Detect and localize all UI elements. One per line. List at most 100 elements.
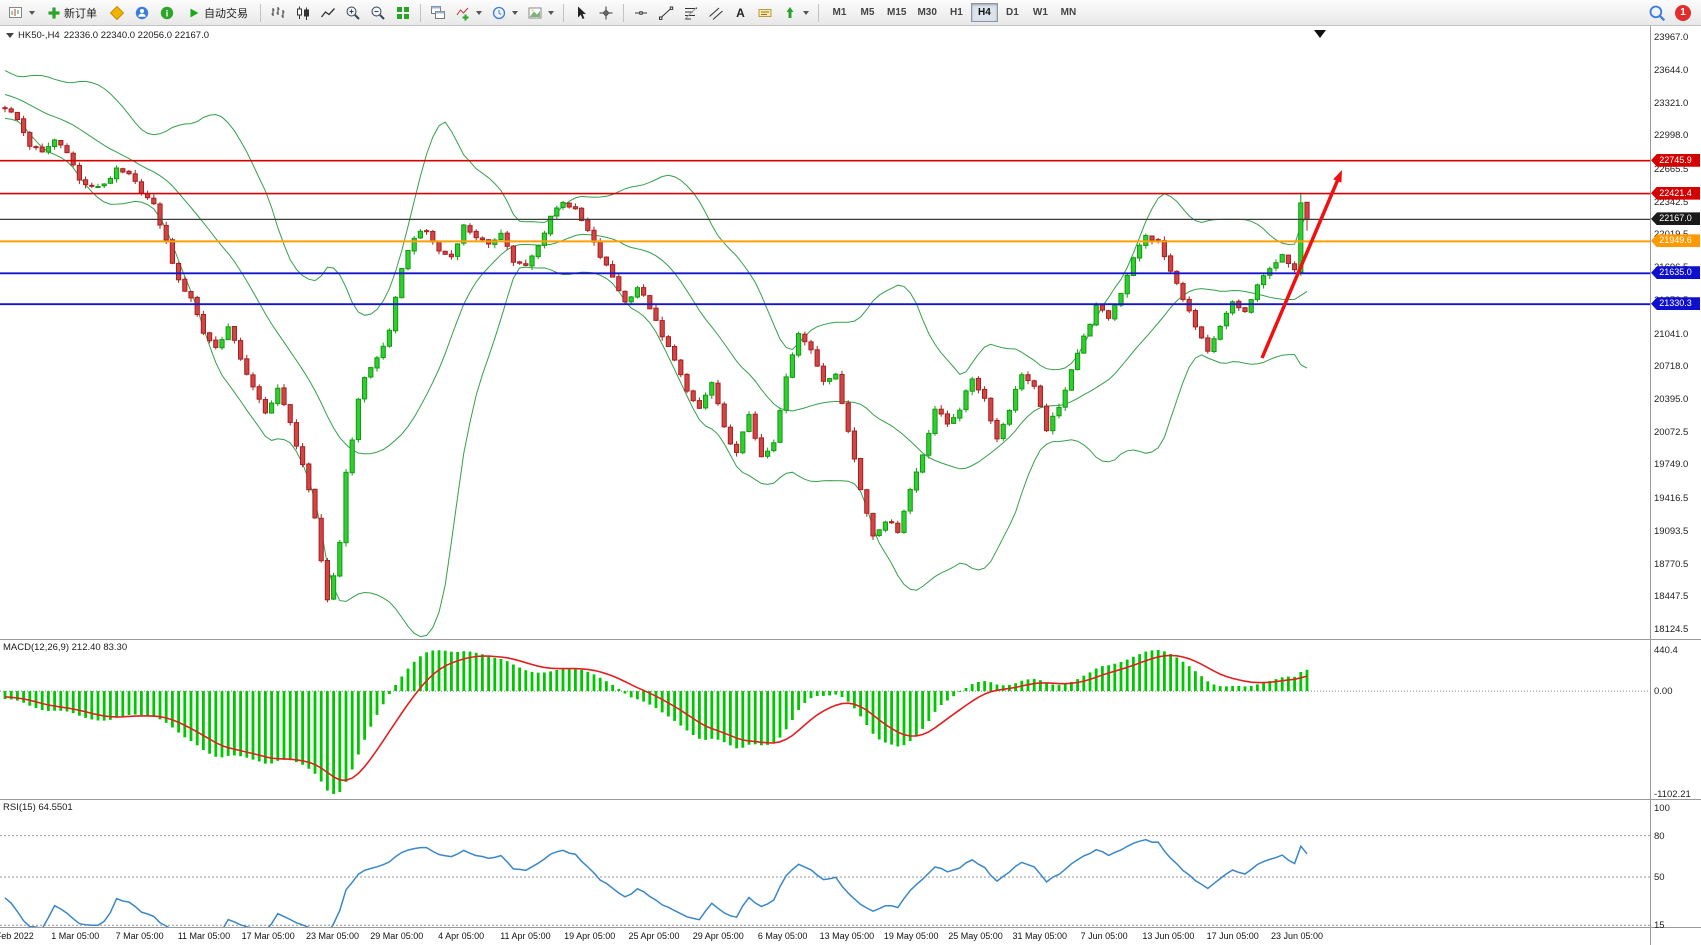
autotrading-label: 自动交易 — [204, 7, 248, 20]
new-order-button[interactable]: 新订单 — [40, 2, 104, 23]
label-icon — [758, 8, 772, 17]
text-tool-button[interactable]: A — [729, 2, 752, 23]
templates-button[interactable] — [523, 2, 558, 23]
price-tick: 22342.5 — [1654, 196, 1689, 208]
timeframe-m15-button[interactable]: M15 — [882, 3, 911, 22]
mql-wizard-button[interactable] — [105, 2, 129, 23]
price-tag: 21949.6 — [1651, 234, 1700, 248]
rsi-value: 64.5501 — [38, 802, 73, 813]
trend-arrow[interactable] — [1260, 170, 1342, 359]
chart-ohlc-label: HK50-,H4 22336.0 22340.0 22056.0 22167.0 — [6, 30, 209, 41]
time-label: 17 Jun 05:00 — [1206, 931, 1259, 941]
symbol-dropdown-icon[interactable] — [6, 33, 14, 38]
toolbar-separator — [420, 3, 421, 22]
time-label: 23 Jun 05:00 — [1270, 931, 1324, 941]
channel-tool-button[interactable] — [704, 2, 728, 23]
label-tool-button[interactable] — [753, 2, 777, 23]
price-tick: 23644.0 — [1654, 64, 1689, 76]
rsi-axis-label: 80 — [1654, 830, 1665, 842]
macd-title: MACD(12,26,9) — [3, 642, 69, 653]
horizontal-line-icon — [635, 10, 647, 15]
crosshair-icon — [599, 6, 613, 19]
time-label: 29 Mar 05:00 — [370, 931, 424, 941]
price-axis[interactable]: 23967.0 23644.0 23321.0 22998.0 22665.5 22342… — [1651, 0, 1701, 945]
hline-tool-button[interactable] — [629, 2, 653, 23]
arrows-tool-button[interactable] — [778, 2, 813, 23]
price-tag: 22421.4 — [1651, 186, 1700, 200]
time-label: 11 Apr 05:00 — [500, 931, 551, 941]
zoom-out-button[interactable] — [366, 2, 390, 23]
macd-values: 212.40 83.30 — [71, 642, 128, 653]
macd-signal-line — [4, 654, 1308, 782]
price-tick: 19749.0 — [1654, 459, 1689, 471]
candlestick-mode-button[interactable] — [291, 2, 315, 23]
chart-shift-marker[interactable] — [1314, 30, 1326, 38]
search-button[interactable] — [1644, 2, 1670, 23]
zoom-in-button[interactable] — [341, 2, 365, 23]
line-chart-mode-button[interactable] — [316, 2, 340, 23]
arrow-up-icon — [786, 6, 794, 18]
price-tick: 22665.5 — [1654, 163, 1689, 175]
timeframe-h4-button[interactable]: H4 — [970, 3, 998, 22]
rsi-panel[interactable] — [0, 800, 1650, 927]
periods-button[interactable] — [487, 2, 522, 23]
axis-divider — [1650, 26, 1651, 945]
time-label: 6 May 05:00 — [757, 931, 808, 941]
price-tick: 20072.5 — [1654, 426, 1689, 438]
toolbar-separator — [623, 3, 624, 22]
panel-divider[interactable] — [0, 799, 1701, 800]
indicators-icon — [456, 7, 469, 20]
trendline-icon — [659, 6, 674, 20]
bollinger-bands — [4, 70, 1308, 638]
horizontal-lines[interactable] — [0, 159, 1650, 306]
help-button[interactable]: i — [155, 2, 179, 23]
timeframe-mn-button[interactable]: MN — [1055, 3, 1082, 22]
community-button[interactable] — [130, 2, 154, 23]
timeframe-w1-button[interactable]: W1 — [1027, 3, 1054, 22]
diamond-icon — [109, 5, 125, 20]
notification-badge[interactable]: 1 — [1675, 4, 1691, 21]
toolbar-separator — [260, 3, 261, 22]
crosshair-tool-button[interactable] — [594, 2, 618, 23]
macd-panel[interactable] — [0, 640, 1650, 799]
time-label: 17 Mar 05:00 — [241, 931, 295, 941]
main-chart[interactable] — [0, 26, 1650, 639]
timeframe-d1-button[interactable]: D1 — [999, 3, 1026, 22]
toolbar-separator — [818, 3, 819, 22]
time-label: 13 Jun 05:00 — [1142, 931, 1195, 941]
time-axis[interactable]: 3 Feb 2022 1 Mar 05:00 7 Mar 05:00 11 Mar 0… — [0, 928, 1650, 945]
indicators-list-button[interactable] — [451, 2, 486, 23]
cursor-icon — [578, 6, 586, 19]
chevron-down-icon — [548, 10, 554, 15]
price-tick: 21041.0 — [1654, 328, 1689, 340]
panel-divider[interactable] — [0, 639, 1701, 640]
trendline-tool-button[interactable] — [654, 2, 678, 23]
line-chart-icon — [320, 7, 335, 17]
price-tick: 20395.0 — [1654, 393, 1689, 405]
time-label: 11 Mar 05:00 — [177, 931, 231, 941]
timeframe-m1-button[interactable]: M1 — [826, 3, 853, 22]
timeframe-h1-button[interactable]: H1 — [943, 3, 970, 22]
timeframe-m5-button[interactable]: M5 — [854, 3, 881, 22]
fibonacci-tool-button[interactable] — [679, 2, 703, 23]
autotrading-button[interactable]: 自动交易 — [180, 2, 255, 23]
zoom-out-icon — [371, 6, 385, 20]
price-tick: 22998.0 — [1654, 130, 1689, 142]
arrange-windows-button[interactable] — [426, 2, 450, 23]
tile-grid-icon — [397, 6, 409, 19]
price-tick: 23321.0 — [1654, 97, 1689, 109]
new-chart-icon — [9, 6, 22, 18]
bar-chart-mode-button[interactable] — [266, 2, 290, 23]
new-chart-button[interactable] — [4, 2, 39, 23]
macd-axis-label: 440.4 — [1654, 645, 1678, 656]
panel-divider[interactable] — [0, 927, 1701, 928]
timeframe-m30-button[interactable]: M30 — [912, 3, 941, 22]
price-tag: 21635.0 — [1651, 266, 1700, 280]
channel-icon — [709, 7, 723, 20]
svg-text:i: i — [166, 8, 169, 18]
time-label: 31 May 05:00 — [1012, 931, 1068, 941]
rsi-title: RSI(15) — [3, 802, 36, 813]
tile-windows-button[interactable] — [391, 2, 415, 23]
candlestick-icon — [297, 6, 309, 20]
cursor-tool-button[interactable] — [569, 2, 593, 23]
